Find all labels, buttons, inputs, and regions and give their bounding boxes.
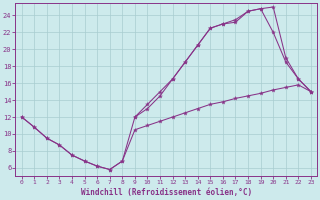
X-axis label: Windchill (Refroidissement éolien,°C): Windchill (Refroidissement éolien,°C)	[81, 188, 252, 197]
